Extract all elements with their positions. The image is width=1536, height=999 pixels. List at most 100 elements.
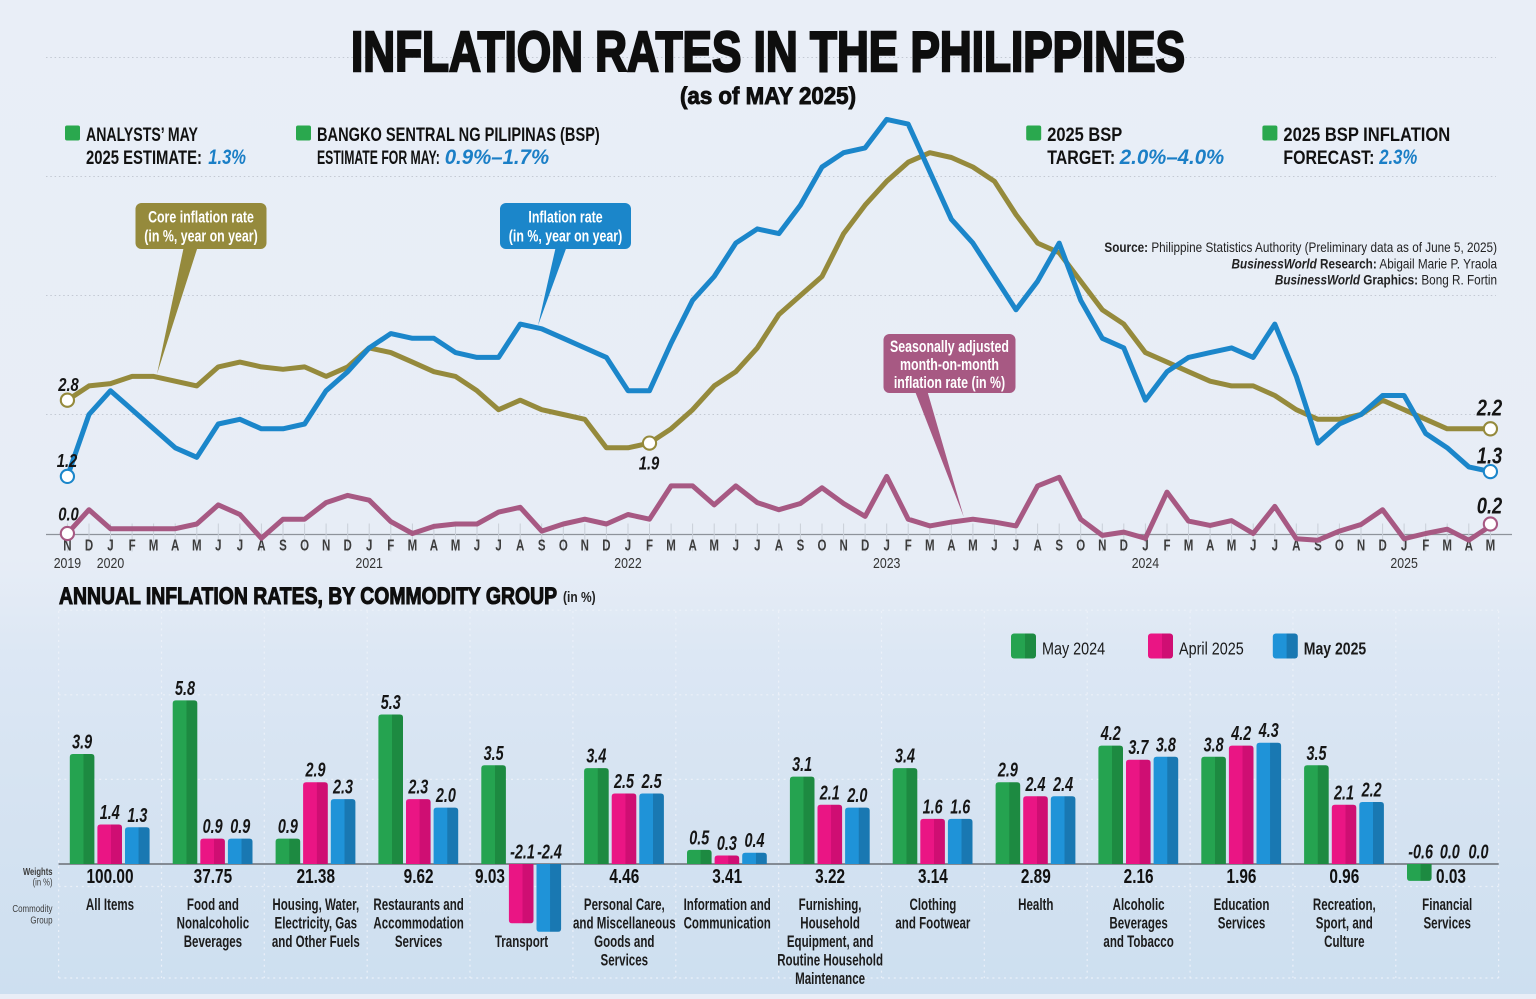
svg-text:FORECAST:: FORECAST: xyxy=(1283,146,1374,168)
svg-text:O: O xyxy=(300,536,309,554)
svg-text:1.4: 1.4 xyxy=(100,801,120,824)
svg-text:2021: 2021 xyxy=(356,555,383,571)
svg-text:2.0%–4.0%: 2.0%–4.0% xyxy=(1119,146,1225,170)
svg-text:2019: 2019 xyxy=(54,555,81,571)
svg-text:0.9%–1.7%: 0.9%–1.7% xyxy=(445,146,550,170)
svg-text:4.2: 4.2 xyxy=(1100,722,1121,745)
svg-text:(in %, year on year): (in %, year on year) xyxy=(144,228,258,246)
svg-text:J: J xyxy=(1142,536,1148,554)
svg-text:and Other Fuels: and Other Fuels xyxy=(272,933,360,952)
svg-text:and Footwear: and Footwear xyxy=(895,915,970,934)
svg-text:3.8: 3.8 xyxy=(1156,733,1176,756)
svg-text:Accommodation: Accommodation xyxy=(373,915,463,934)
svg-text:0.4: 0.4 xyxy=(744,829,764,852)
svg-text:2025: 2025 xyxy=(1390,555,1417,571)
svg-text:A: A xyxy=(430,536,438,554)
svg-text:2.3%: 2.3% xyxy=(1378,146,1417,169)
svg-text:J: J xyxy=(1013,536,1019,554)
svg-text:0.5: 0.5 xyxy=(689,826,709,849)
svg-text:J: J xyxy=(237,536,243,554)
svg-text:S: S xyxy=(538,536,546,554)
svg-text:Source: Philippine Statistics: Source: Philippine Statistics Authority … xyxy=(1104,240,1497,255)
svg-text:Personal Care,: Personal Care, xyxy=(584,896,665,915)
svg-text:3.41: 3.41 xyxy=(712,865,742,888)
svg-text:9.62: 9.62 xyxy=(404,865,434,888)
svg-text:-2.1: -2.1 xyxy=(510,840,535,863)
svg-text:INFLATION RATES IN THE PHILIPP: INFLATION RATES IN THE PHILIPPINES xyxy=(351,20,1185,84)
svg-text:M: M xyxy=(192,536,202,554)
svg-text:D: D xyxy=(1120,536,1128,554)
svg-text:Maintenance: Maintenance xyxy=(795,970,865,989)
svg-text:May 2024: May 2024 xyxy=(1042,639,1105,659)
svg-text:4.3: 4.3 xyxy=(1258,719,1279,742)
svg-text:(in %, year on year): (in %, year on year) xyxy=(509,228,623,246)
svg-text:N: N xyxy=(581,536,589,554)
svg-text:Group: Group xyxy=(30,915,52,926)
svg-text:Alcoholic: Alcoholic xyxy=(1113,896,1165,915)
svg-text:D: D xyxy=(602,536,610,554)
svg-text:M: M xyxy=(408,536,418,554)
svg-text:O: O xyxy=(1076,536,1085,554)
svg-text:(in %): (in %) xyxy=(33,877,53,888)
svg-text:All Items: All Items xyxy=(86,896,134,915)
svg-text:Services: Services xyxy=(601,952,649,971)
svg-text:Services: Services xyxy=(1423,915,1471,934)
svg-text:O: O xyxy=(818,536,827,554)
svg-text:0.9: 0.9 xyxy=(203,815,223,838)
svg-text:A: A xyxy=(1465,536,1473,554)
svg-text:April 2025: April 2025 xyxy=(1179,639,1244,659)
svg-text:(as of MAY 2025): (as of MAY 2025) xyxy=(680,83,856,110)
svg-text:Core inflation rate: Core inflation rate xyxy=(148,209,254,227)
svg-text:2.16: 2.16 xyxy=(1124,865,1154,888)
svg-text:4.2: 4.2 xyxy=(1230,722,1251,745)
svg-text:and Tobacco: and Tobacco xyxy=(1103,933,1174,952)
svg-text:0.2: 0.2 xyxy=(1477,494,1503,519)
svg-text:M: M xyxy=(666,536,676,554)
svg-text:5.8: 5.8 xyxy=(175,677,195,700)
svg-text:J: J xyxy=(1250,536,1256,554)
svg-text:O: O xyxy=(1335,536,1344,554)
svg-text:Recreation,: Recreation, xyxy=(1313,896,1376,915)
svg-text:0.0: 0.0 xyxy=(58,504,79,525)
svg-text:J: J xyxy=(754,536,760,554)
svg-text:Electricity, Gas: Electricity, Gas xyxy=(275,915,358,934)
svg-text:A: A xyxy=(1292,536,1300,554)
svg-text:2.1: 2.1 xyxy=(819,781,840,804)
svg-text:TARGET:: TARGET: xyxy=(1047,146,1115,168)
svg-text:M: M xyxy=(1184,536,1194,554)
svg-text:N: N xyxy=(839,536,847,554)
svg-text:-0.6: -0.6 xyxy=(1408,840,1433,863)
svg-text:Clothing: Clothing xyxy=(909,896,956,915)
svg-text:3.4: 3.4 xyxy=(895,744,915,767)
svg-text:2023: 2023 xyxy=(873,555,900,571)
svg-text:3.9: 3.9 xyxy=(72,730,92,753)
svg-text:1.3: 1.3 xyxy=(1477,444,1503,469)
svg-text:3.5: 3.5 xyxy=(484,741,504,764)
svg-text:May 2025: May 2025 xyxy=(1304,639,1366,659)
svg-text:J: J xyxy=(733,536,739,554)
svg-text:inflation rate (in %): inflation rate (in %) xyxy=(894,374,1005,392)
svg-text:Health: Health xyxy=(1018,896,1053,915)
svg-text:1.3: 1.3 xyxy=(127,803,147,826)
svg-text:0.3: 0.3 xyxy=(717,832,737,855)
svg-text:Goods and: Goods and xyxy=(594,933,654,952)
svg-text:Education: Education xyxy=(1214,896,1270,915)
svg-text:M: M xyxy=(925,536,935,554)
svg-text:ANALYSTS’ MAY: ANALYSTS’ MAY xyxy=(86,124,198,146)
svg-text:J: J xyxy=(625,536,631,554)
svg-text:BusinessWorld Research: Abigai: BusinessWorld Research: Abigail Marie P.… xyxy=(1232,257,1498,272)
svg-text:A: A xyxy=(171,536,179,554)
svg-text:Household: Household xyxy=(800,915,860,934)
svg-text:M: M xyxy=(451,536,461,554)
svg-text:A: A xyxy=(775,536,783,554)
svg-text:S: S xyxy=(279,536,287,554)
svg-text:4.46: 4.46 xyxy=(609,865,639,888)
svg-text:Housing, Water,: Housing, Water, xyxy=(272,896,359,915)
svg-text:Financial: Financial xyxy=(1422,896,1472,915)
svg-text:Seasonally adjusted: Seasonally adjusted xyxy=(890,338,1009,356)
svg-text:2025 BSP: 2025 BSP xyxy=(1047,124,1122,146)
svg-text:3.4: 3.4 xyxy=(586,744,606,767)
svg-text:(in %): (in %) xyxy=(563,589,596,606)
svg-text:J: J xyxy=(883,536,889,554)
svg-text:A: A xyxy=(947,536,955,554)
